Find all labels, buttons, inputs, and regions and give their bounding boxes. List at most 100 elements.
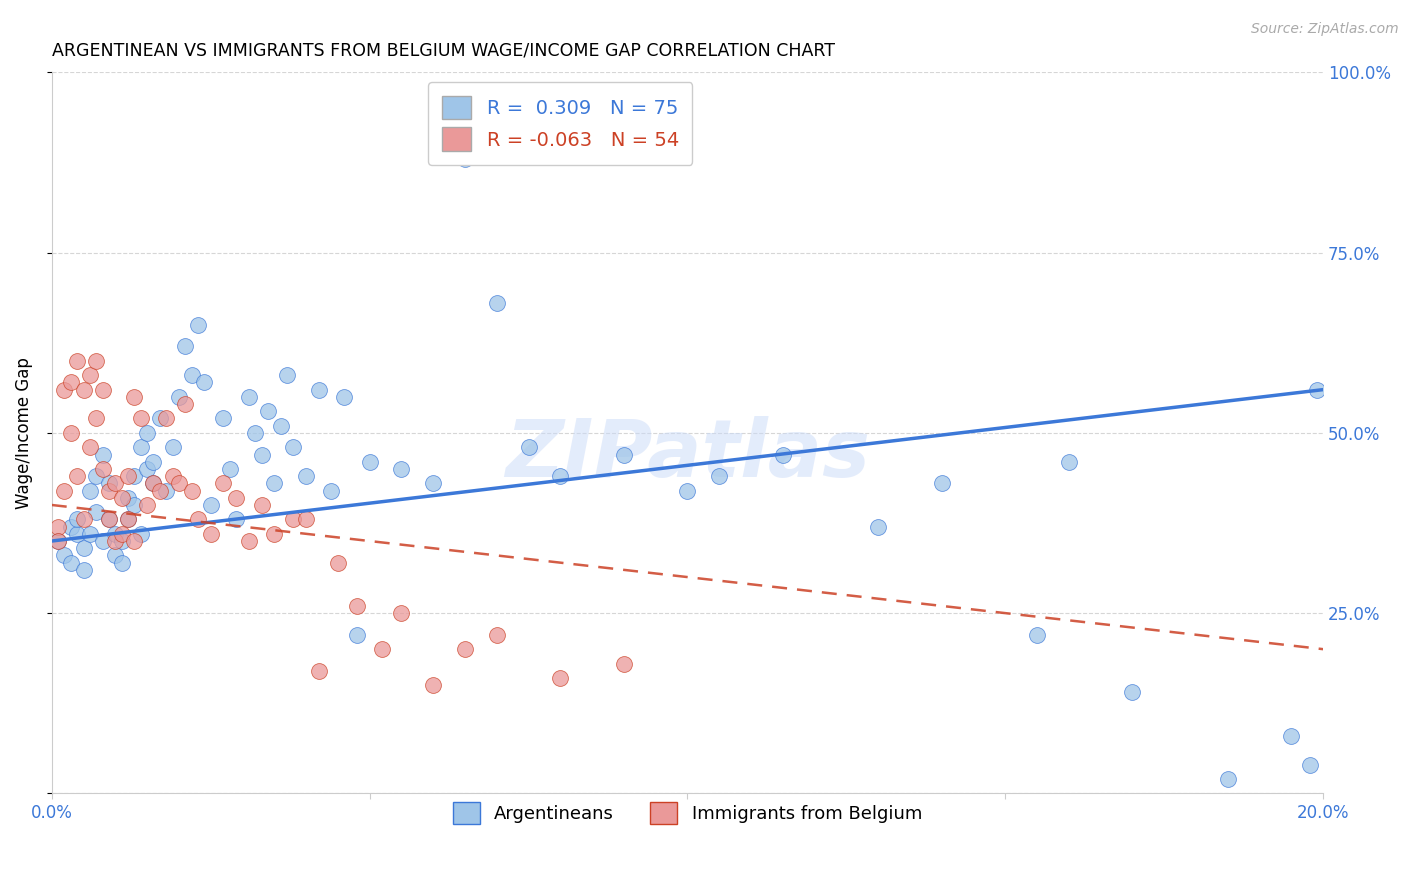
Point bbox=[212, 411, 235, 425]
Point bbox=[111, 491, 134, 505]
Point bbox=[162, 440, 184, 454]
Point bbox=[129, 411, 152, 425]
Point bbox=[180, 368, 202, 383]
Point bbox=[84, 505, 107, 519]
Point bbox=[485, 628, 508, 642]
Point bbox=[709, 469, 731, 483]
Point bbox=[1026, 628, 1049, 642]
Point bbox=[129, 526, 152, 541]
Point bbox=[91, 534, 114, 549]
Point bbox=[613, 657, 636, 671]
Point bbox=[111, 526, 134, 541]
Point bbox=[225, 512, 247, 526]
Point bbox=[200, 498, 222, 512]
Point bbox=[238, 390, 260, 404]
Point bbox=[326, 556, 349, 570]
Point bbox=[238, 534, 260, 549]
Point bbox=[79, 483, 101, 498]
Point bbox=[97, 483, 120, 498]
Point bbox=[97, 476, 120, 491]
Point bbox=[149, 483, 172, 498]
Point bbox=[59, 556, 82, 570]
Point bbox=[550, 671, 572, 685]
Point bbox=[676, 483, 699, 498]
Point bbox=[263, 526, 285, 541]
Point bbox=[66, 353, 89, 368]
Point bbox=[613, 448, 636, 462]
Point bbox=[550, 469, 572, 483]
Point bbox=[225, 491, 247, 505]
Point bbox=[72, 512, 94, 526]
Point bbox=[136, 498, 159, 512]
Point bbox=[142, 476, 165, 491]
Point bbox=[1121, 685, 1143, 699]
Point bbox=[1279, 729, 1302, 743]
Point bbox=[91, 383, 114, 397]
Point bbox=[1216, 772, 1239, 786]
Point bbox=[149, 411, 172, 425]
Point bbox=[868, 519, 890, 533]
Point bbox=[1299, 757, 1322, 772]
Point bbox=[59, 519, 82, 533]
Point bbox=[218, 462, 240, 476]
Point bbox=[104, 549, 127, 563]
Point bbox=[283, 440, 305, 454]
Point bbox=[167, 390, 190, 404]
Point bbox=[129, 440, 152, 454]
Point bbox=[104, 526, 127, 541]
Point bbox=[59, 425, 82, 440]
Point bbox=[454, 642, 477, 657]
Point bbox=[389, 606, 412, 620]
Point bbox=[124, 469, 146, 483]
Point bbox=[53, 383, 76, 397]
Point bbox=[66, 469, 89, 483]
Point bbox=[91, 448, 114, 462]
Point bbox=[187, 318, 209, 332]
Point bbox=[250, 448, 273, 462]
Point bbox=[931, 476, 953, 491]
Point bbox=[59, 376, 82, 390]
Point bbox=[257, 404, 280, 418]
Point bbox=[200, 526, 222, 541]
Point bbox=[308, 664, 330, 678]
Point bbox=[193, 376, 215, 390]
Point bbox=[243, 425, 266, 440]
Y-axis label: Wage/Income Gap: Wage/Income Gap bbox=[15, 357, 32, 508]
Point bbox=[53, 483, 76, 498]
Point bbox=[174, 397, 197, 411]
Point bbox=[79, 440, 101, 454]
Point bbox=[124, 498, 146, 512]
Legend: Argentineans, Immigrants from Belgium: Argentineans, Immigrants from Belgium bbox=[441, 791, 934, 835]
Point bbox=[155, 411, 177, 425]
Point bbox=[72, 383, 94, 397]
Point bbox=[97, 512, 120, 526]
Text: ARGENTINEAN VS IMMIGRANTS FROM BELGIUM WAGE/INCOME GAP CORRELATION CHART: ARGENTINEAN VS IMMIGRANTS FROM BELGIUM W… bbox=[52, 42, 835, 60]
Point bbox=[346, 599, 368, 613]
Point bbox=[84, 469, 107, 483]
Point bbox=[79, 526, 101, 541]
Point bbox=[321, 483, 343, 498]
Point bbox=[124, 390, 146, 404]
Point bbox=[66, 512, 89, 526]
Point bbox=[276, 368, 298, 383]
Point bbox=[162, 469, 184, 483]
Point bbox=[359, 455, 381, 469]
Point bbox=[295, 512, 318, 526]
Point bbox=[187, 512, 209, 526]
Point bbox=[485, 296, 508, 310]
Point bbox=[117, 469, 139, 483]
Text: Source: ZipAtlas.com: Source: ZipAtlas.com bbox=[1251, 22, 1399, 37]
Point bbox=[270, 418, 292, 433]
Point bbox=[72, 563, 94, 577]
Point bbox=[772, 448, 794, 462]
Point bbox=[422, 476, 444, 491]
Point bbox=[117, 491, 139, 505]
Point bbox=[136, 462, 159, 476]
Point bbox=[46, 534, 69, 549]
Point bbox=[1306, 383, 1329, 397]
Point bbox=[180, 483, 202, 498]
Point bbox=[117, 512, 139, 526]
Point bbox=[124, 534, 146, 549]
Point bbox=[346, 628, 368, 642]
Point bbox=[263, 476, 285, 491]
